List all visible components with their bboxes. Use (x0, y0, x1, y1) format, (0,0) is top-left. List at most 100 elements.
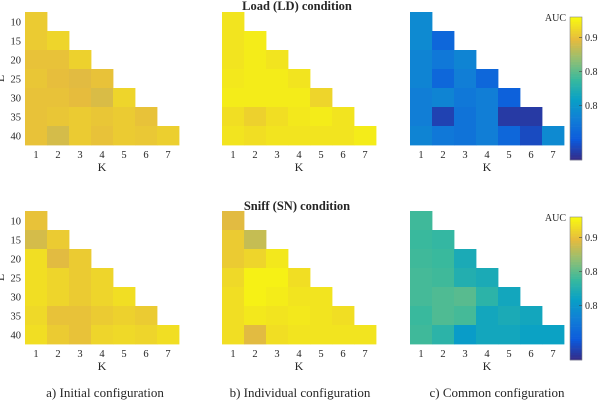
x-tick-label: 3 (77, 349, 82, 360)
colorbar-segment (570, 102, 582, 106)
colorbar-segment (570, 26, 582, 30)
colorbar-segment (570, 57, 582, 61)
colorbar-segment (570, 43, 582, 46)
heatmap-cell (113, 88, 136, 108)
colorbar-segment (570, 257, 582, 261)
y-tick-label: 10 (11, 18, 22, 29)
heatmap-cell (476, 107, 499, 127)
colorbar-segment (570, 59, 582, 63)
colorbar-segment (570, 129, 582, 132)
heatmap-cell (410, 50, 433, 70)
heatmap-cell (244, 126, 267, 146)
heatmap-cell (135, 306, 158, 326)
heatmap-cell (244, 69, 267, 89)
heatmap-cell (69, 249, 92, 269)
heatmap-cell (222, 50, 245, 70)
heatmap-cell (266, 88, 289, 108)
colorbar-segment (570, 278, 582, 282)
colorbar-segment (570, 267, 582, 270)
colorbar-segment (570, 288, 582, 292)
heatmap-cell (288, 69, 311, 89)
x-tick-label: 2 (440, 349, 445, 360)
heatmap-cell (47, 69, 70, 89)
heatmap-panel: 1 2 3 4 5 6 7 10 15 20 25 30 35 40 K L (0, 12, 180, 174)
colorbar-label: AUC (545, 213, 566, 224)
y-tick-label: 40 (11, 132, 22, 143)
heatmap-cell (542, 325, 565, 345)
colorbar-segment (570, 271, 582, 275)
x-tick-label: 2 (55, 349, 60, 360)
heatmap-cell (244, 50, 267, 70)
heatmap-panel: 1 2 3 4 5 6 7 K (222, 12, 377, 174)
heatmap-cell (69, 50, 92, 70)
heatmap-cell (222, 306, 245, 326)
heatmap-cell (91, 325, 114, 345)
colorbar-segment (570, 138, 582, 142)
heatmap-cell (91, 69, 114, 89)
colorbar-segment (570, 67, 582, 70)
colorbar-segment (570, 74, 582, 77)
y-tick-label: 20 (11, 255, 22, 266)
x-tick-label: 3 (462, 349, 467, 360)
heatmap-cell (498, 287, 521, 307)
heatmap-cell (47, 325, 70, 345)
colorbar-segment (570, 19, 582, 23)
x-tick-label: 5 (506, 349, 511, 360)
colorbar-tick-label: 0.85 (585, 67, 598, 78)
colorbar-segment (570, 295, 582, 299)
y-tick-label: 15 (11, 236, 22, 247)
heatmap-cell (454, 107, 477, 127)
colorbar-segment (570, 224, 582, 227)
colorbar-segment (570, 152, 582, 156)
heatmap-cell (69, 126, 92, 146)
colorbar-segment (570, 333, 582, 337)
heatmap-cell (222, 31, 245, 51)
heatmap-cell (432, 88, 455, 108)
colorbar-segment (570, 121, 582, 125)
heatmap-cell (25, 211, 48, 231)
colorbar-tick-label: 0.8 (585, 301, 598, 312)
colorbar-segment (570, 231, 582, 234)
heatmap-cell (410, 88, 433, 108)
x-tick-label: 6 (528, 349, 533, 360)
heatmap-cell (288, 306, 311, 326)
heatmap-cell (222, 249, 245, 269)
x-tick-label: 4 (484, 349, 490, 360)
colorbar-segment (570, 83, 582, 87)
heatmap-cell (244, 88, 267, 108)
colorbar-segment (570, 143, 582, 146)
heatmap-cell (410, 107, 433, 127)
heatmap-cell (432, 249, 455, 269)
heatmap-cell (310, 306, 333, 326)
colorbar-segment (570, 69, 582, 73)
colorbar-segment (570, 336, 582, 339)
y-tick-label: 30 (11, 94, 22, 105)
heatmap-cell (410, 268, 433, 288)
heatmap-cell (288, 126, 311, 146)
colorbar-segment (570, 62, 582, 65)
colorbar-segment (570, 81, 582, 85)
heatmap-cell (432, 107, 455, 127)
heatmap-cell (222, 287, 245, 307)
heatmap-cell (222, 211, 245, 231)
colorbar-frame (569, 16, 583, 161)
x-tick-label: 1 (230, 349, 235, 360)
heatmap-cell (454, 88, 477, 108)
heatmap-cell (410, 126, 433, 146)
heatmap-cell (91, 107, 114, 127)
heatmap-cell (476, 268, 499, 288)
colorbar-segment (570, 326, 582, 330)
colorbar-segment (570, 155, 582, 158)
colorbar-segment (570, 98, 582, 101)
heatmap-cell (25, 325, 48, 345)
colorbar-segment (570, 21, 582, 25)
x-axis-label: K (98, 160, 107, 174)
colorbar-segment (570, 109, 582, 113)
heatmap-cell (47, 287, 70, 307)
colorbar-segment (570, 36, 582, 39)
heatmap-cell (410, 230, 433, 250)
colorbar-tick-label: 0.9 (585, 33, 598, 44)
x-tick-label: 5 (318, 150, 323, 161)
heatmap-cell (25, 126, 48, 146)
heatmap-cell (69, 287, 92, 307)
